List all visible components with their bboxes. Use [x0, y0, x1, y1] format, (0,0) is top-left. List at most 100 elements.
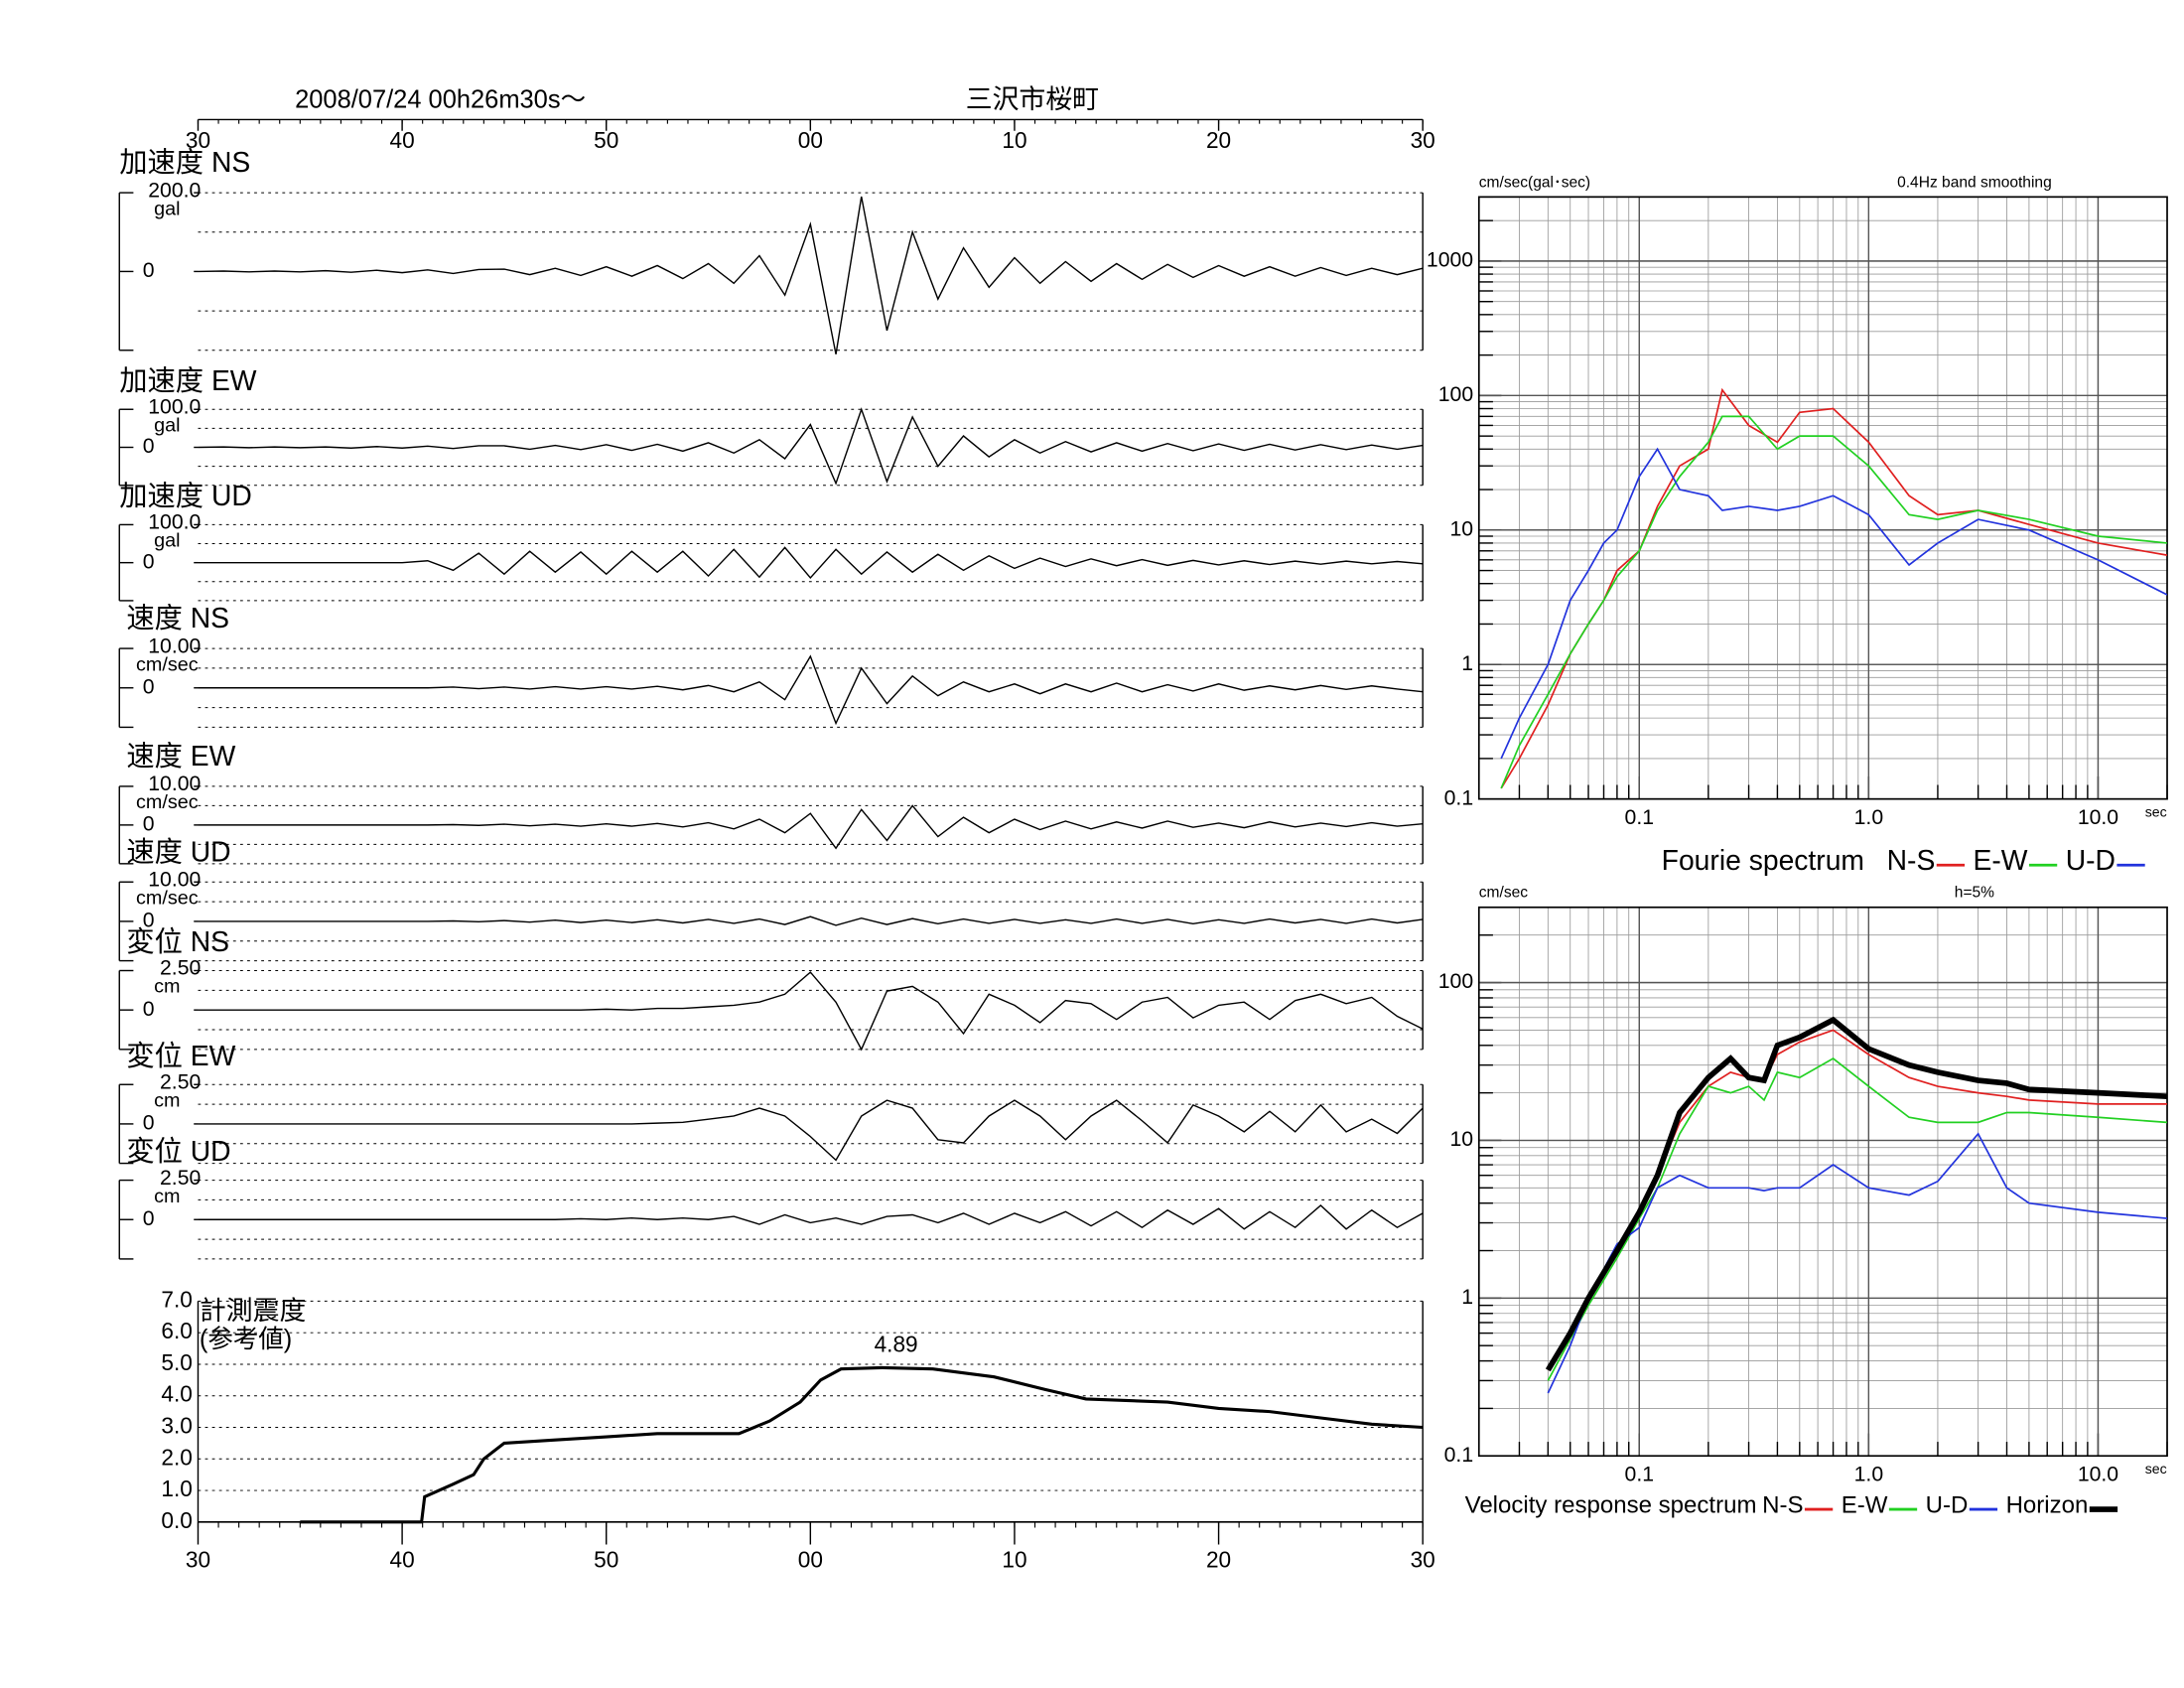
y-tick-label: 0 — [143, 675, 155, 698]
peak-annotation: 4.89 — [875, 1332, 918, 1357]
panel-title: 変位 EW — [126, 1040, 235, 1071]
x-tick-label: 30 — [186, 127, 210, 153]
x-tick-label: 0.1 — [1625, 806, 1654, 829]
y-tick-label: 1000 — [1427, 249, 1473, 272]
x-tick-label: 10 — [1002, 1546, 1026, 1572]
y-tick-label: 2.50 — [160, 1070, 201, 1093]
y-axis-label: cm/sec — [1479, 885, 1528, 902]
legend-label: E-W — [1842, 1492, 1888, 1519]
spectrum-line — [1545, 1016, 2168, 1372]
panel-title: 加速度 EW — [119, 364, 257, 396]
intensity-line — [300, 1365, 1424, 1524]
y-tick-label: 6.0 — [161, 1318, 192, 1343]
spectrum-line — [1500, 415, 2168, 789]
waveform — [198, 1204, 1424, 1230]
y-tick-label: 3.0 — [161, 1412, 192, 1438]
chart-subtitle: (参考値) — [200, 1326, 292, 1353]
x-tick-label: 40 — [390, 1546, 415, 1572]
y-tick-label: 10.00 — [148, 634, 201, 657]
panel-title: 加速度 NS — [119, 146, 250, 178]
panel-unit: cm — [154, 1089, 180, 1111]
legend-label: E-W — [1974, 844, 2028, 876]
y-tick-label: 0.1 — [1444, 786, 1473, 809]
x-tick-label: 0.1 — [1625, 1464, 1654, 1486]
y-tick-label: 0 — [143, 812, 155, 835]
y-tick-label: 100 — [1438, 383, 1473, 406]
y-tick-label: 100.0 — [148, 511, 201, 534]
x-tick-label: 1.0 — [1854, 806, 1883, 829]
y-tick-label: 0 — [143, 435, 155, 458]
y-tick-label: 1 — [1461, 1286, 1473, 1309]
panel-title: 速度 NS — [126, 602, 229, 633]
x-tick-label: 50 — [594, 127, 618, 153]
x-tick-label: 40 — [390, 127, 415, 153]
legend-label: N-S — [1762, 1492, 1803, 1519]
y-tick-label: 0.0 — [161, 1507, 192, 1533]
x-tick-label: 30 — [1411, 127, 1435, 153]
legend-label: Horizon — [2006, 1492, 2089, 1519]
y-tick-label: 7.0 — [161, 1286, 192, 1312]
y-tick-label: 0 — [143, 259, 155, 282]
panel-unit: cm/sec — [136, 791, 199, 813]
x-tick-label: 30 — [1411, 1546, 1435, 1572]
panel-unit: cm — [154, 1186, 180, 1207]
y-tick-label: 200.0 — [148, 179, 201, 202]
x-tick-label: 20 — [1206, 1546, 1231, 1572]
panel-unit: cm — [154, 976, 180, 998]
record-datetime: 2008/07/24 00h26m30s〜 — [295, 86, 586, 114]
spectrum-line — [1547, 1057, 2168, 1381]
panel-unit: gal — [154, 414, 180, 436]
y-tick-label: 100.0 — [148, 395, 201, 418]
waveform — [198, 546, 1424, 580]
y-tick-label: 1 — [1461, 652, 1473, 675]
station-name: 三沢市桜町 — [966, 84, 1099, 114]
y-tick-label: 0 — [143, 998, 155, 1021]
y-tick-label: 1.0 — [161, 1476, 192, 1501]
x-axis-label: sec — [2145, 1461, 2167, 1477]
panel-unit: cm/sec — [136, 653, 199, 675]
chart-note: h=5% — [1955, 885, 1994, 902]
panel-title: 速度 UD — [126, 835, 230, 867]
x-tick-label: 30 — [186, 1546, 210, 1572]
chart-title: 計測震度 — [200, 1296, 306, 1326]
y-tick-label: 2.50 — [160, 1167, 201, 1190]
waveform — [198, 915, 1424, 926]
x-tick-label: 1.0 — [1854, 1464, 1883, 1486]
y-tick-label: 0 — [143, 550, 155, 573]
waveform — [198, 1099, 1424, 1162]
panel-title: 変位 NS — [126, 925, 229, 957]
y-tick-label: 10.00 — [148, 868, 201, 891]
x-tick-label: 20 — [1206, 127, 1231, 153]
y-tick-label: 0 — [143, 910, 155, 932]
panel-title: 変位 UD — [126, 1135, 230, 1167]
y-tick-label: 10 — [1450, 1128, 1474, 1151]
y-tick-label: 5.0 — [161, 1349, 192, 1375]
y-tick-label: 2.0 — [161, 1444, 192, 1470]
plot-frame — [1477, 196, 2168, 800]
x-tick-label: 50 — [594, 1546, 618, 1572]
x-axis-label: sec — [2145, 804, 2167, 820]
legend-label: N-S — [1887, 844, 1936, 876]
y-tick-label: 10.00 — [148, 773, 201, 795]
y-tick-label: 10 — [1450, 517, 1474, 540]
x-tick-label: 00 — [798, 1546, 823, 1572]
waveform — [198, 971, 1424, 1052]
x-tick-label: 10.0 — [2078, 1464, 2118, 1486]
y-tick-label: 0 — [143, 1112, 155, 1135]
y-tick-label: 0 — [143, 1207, 155, 1230]
x-tick-label: 10.0 — [2078, 806, 2118, 829]
y-axis-label: cm/sec(gal･sec) — [1479, 174, 1590, 191]
plot-frame — [1477, 906, 2168, 1458]
chart-title: Velocity response spectrum — [1465, 1492, 1757, 1519]
waveform — [198, 196, 1424, 354]
x-tick-label: 10 — [1002, 127, 1026, 153]
y-tick-label: 0.1 — [1444, 1444, 1473, 1467]
x-tick-label: 00 — [798, 127, 823, 153]
y-tick-label: 4.0 — [161, 1381, 192, 1407]
chart-title: Fourie spectrum — [1662, 844, 1864, 876]
waveform — [198, 654, 1424, 726]
panel-title: 速度 EW — [126, 740, 235, 772]
y-tick-label: 100 — [1438, 970, 1473, 993]
waveform — [198, 804, 1424, 850]
panel-unit: gal — [154, 530, 180, 552]
